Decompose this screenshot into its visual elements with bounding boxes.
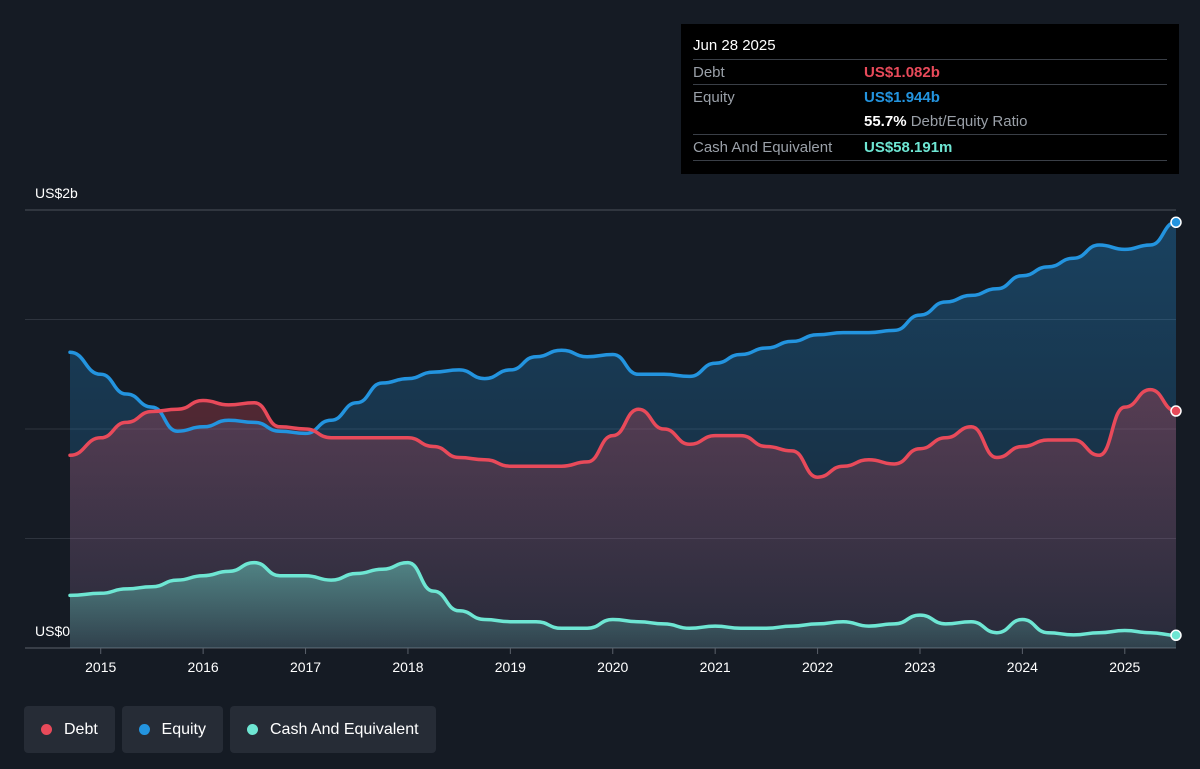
tooltip-ratio: 55.7% Debt/Equity Ratio: [864, 113, 1027, 130]
legend: Debt Equity Cash And Equivalent: [24, 706, 436, 753]
series-end-markers: [1170, 216, 1182, 642]
debt-end-marker: [1170, 405, 1182, 417]
tooltip-cash-value: US$58.191m: [864, 139, 953, 156]
tooltip-debt-value: US$1.082b: [864, 64, 940, 81]
cash-line: [68, 560, 1178, 638]
tooltip-date: Jun 28 2025: [693, 37, 776, 54]
tooltip-row-cash: Cash And Equivalent US$58.191m: [693, 134, 1167, 161]
legend-item-cash[interactable]: Cash And Equivalent: [230, 706, 436, 753]
x-tick-label: 2015: [85, 659, 116, 675]
tooltip-row-ratio: 55.7% Debt/Equity Ratio: [693, 109, 1167, 134]
x-tick-label: 2019: [495, 659, 526, 675]
tooltip-debt-label: Debt: [693, 64, 725, 81]
x-tick-label: 2025: [1109, 659, 1140, 675]
equity-line: [68, 220, 1178, 436]
legend-debt-label: Debt: [64, 720, 98, 738]
x-tick-label: 2023: [904, 659, 935, 675]
tooltip-row-debt: Debt US$1.082b: [693, 59, 1167, 85]
x-tick-label: 2022: [802, 659, 833, 675]
cash-end-marker: [1170, 629, 1182, 642]
y-axis-bottom-label: US$0: [35, 623, 70, 639]
tooltip-ratio-value: 55.7%: [864, 113, 907, 130]
x-tick-label: 2016: [188, 659, 219, 675]
debt-line: [68, 387, 1178, 479]
legend-item-debt[interactable]: Debt: [24, 706, 115, 753]
y-axis-top-label: US$2b: [35, 185, 78, 201]
x-tick-label: 2024: [1007, 659, 1038, 675]
equity-dot-icon: [139, 724, 150, 735]
tooltip-equity-value: US$1.944b: [864, 89, 940, 106]
cash-area: [70, 562, 1176, 648]
tooltip-cash-label: Cash And Equivalent: [693, 139, 833, 156]
x-tick-label: 2021: [700, 659, 731, 675]
legend-cash-label: Cash And Equivalent: [270, 720, 419, 738]
tooltip-panel: Jun 28 2025 Debt US$1.082b Equity US$1.9…: [681, 24, 1179, 174]
x-tick-label: 2017: [290, 659, 321, 675]
x-axis-ticks: 2015 2016 2017 2018 2019 2020 2021 2022 2023 2024…: [85, 648, 1141, 675]
x-tick-label: 2020: [597, 659, 628, 675]
tooltip-ratio-label: Debt/Equity Ratio: [910, 113, 1028, 130]
series-lines: [68, 220, 1178, 638]
tooltip-row-equity: Equity US$1.944b: [693, 84, 1167, 110]
equity-end-marker: [1170, 216, 1182, 229]
x-tick-label: 2018: [392, 659, 423, 675]
legend-item-equity[interactable]: Equity: [122, 706, 223, 753]
cash-dot-icon: [247, 724, 258, 735]
series-areas: [70, 222, 1176, 649]
debt-dot-icon: [41, 724, 52, 735]
tooltip-equity-label: Equity: [693, 89, 735, 106]
legend-equity-label: Equity: [161, 720, 206, 738]
